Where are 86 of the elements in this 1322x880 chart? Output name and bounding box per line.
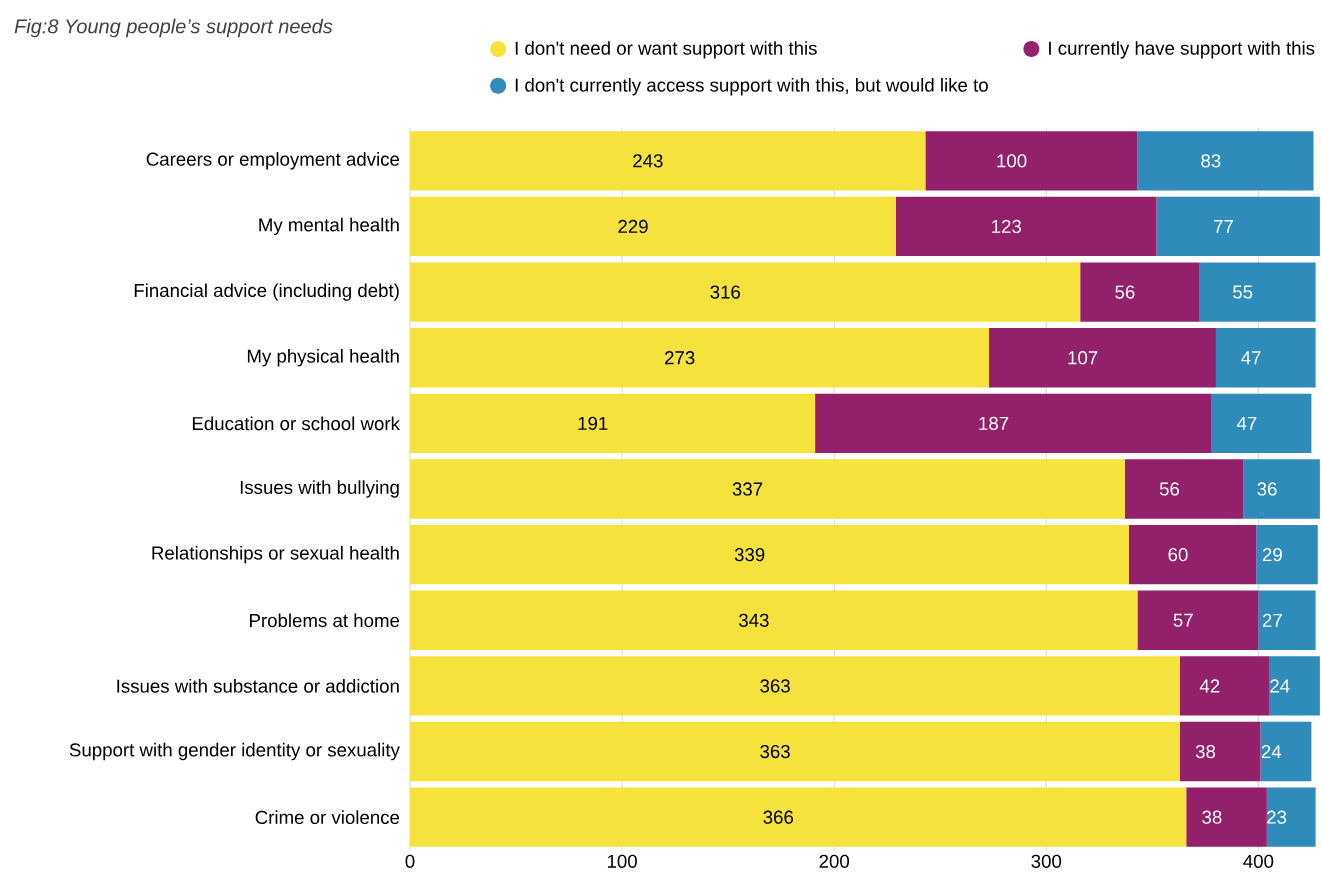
data-label: 191 [578,416,608,430]
bar [1137,131,1314,191]
data-label: 100 [997,154,1027,168]
data-label: 187 [979,416,1009,430]
data-label: 57 [1173,613,1193,627]
bar [410,590,1138,650]
data-label: 24 [1270,679,1290,693]
bar [1124,459,1244,519]
bar [1179,721,1261,782]
data-label: 47 [1236,416,1257,430]
y-tick-label: My mental health [259,217,399,236]
data-label: 38 [1202,810,1222,824]
x-tick-label: 300 [1031,854,1062,868]
bar [410,524,1129,585]
data-label: 366 [763,810,794,824]
bar [1080,262,1199,322]
y-tick-label: Issues with substance or addiction [117,679,399,693]
data-label: 23 [1267,810,1287,824]
bar [815,393,1212,454]
data-label: 29 [1262,548,1282,562]
data-label: 55 [1233,285,1253,299]
data-label: 107 [1068,351,1098,365]
bar [1156,196,1320,257]
data-label: 229 [618,219,648,234]
y-tick-label: Problems at home [250,613,400,628]
bar [1179,656,1269,716]
data-label: 47 [1241,351,1261,365]
bar [410,196,896,257]
bar [1186,787,1267,847]
legend-label: I currently have support with this [1049,41,1315,59]
y-tick-label: Careers or employment advice [146,152,400,170]
bar [1211,393,1312,454]
y-tick-label: Crime or violence [255,810,400,825]
data-label: 27 [1262,613,1282,627]
data-label: 316 [710,285,741,299]
bar [410,721,1180,782]
bar [895,196,1157,257]
bar [1243,459,1320,519]
data-label: 363 [760,744,790,759]
bar [410,328,990,388]
y-tick-label: Relationships or sexual health [152,545,399,564]
data-label: 60 [1168,548,1188,562]
bar [1266,787,1316,847]
bar [410,131,926,191]
data-label: 42 [1199,679,1220,693]
x-tick-label: 200 [819,854,850,868]
data-label: 56 [1159,482,1180,496]
data-label: 123 [992,219,1022,234]
data-label: 36 [1257,482,1277,496]
bar [1260,721,1312,782]
x-tick-label: 100 [607,854,637,868]
bar [989,328,1216,388]
text: Fig:8 Young people’s support needs [14,18,333,38]
bar [925,131,1138,191]
y-tick-label: My physical health [247,349,399,367]
data-label: 273 [665,351,695,365]
x-tick-label: 0 [405,854,415,868]
y-tick-label: Financial advice (including debt) [134,283,399,301]
data-label: 83 [1201,154,1221,168]
x-tick-label: 400 [1243,854,1274,868]
data-label: 243 [633,154,663,168]
legend-label: I don't need or want support with this [515,41,817,59]
data-label: 77 [1214,220,1234,233]
data-label: 363 [760,679,790,693]
bar [410,393,816,454]
data-label: 38 [1195,744,1216,759]
bar [410,262,1081,322]
bar [1198,262,1316,322]
y-tick-label: Issues with bullying [240,480,399,498]
data-label: 24 [1261,745,1282,759]
bar [1268,656,1320,716]
bar [410,459,1125,519]
bar [1258,590,1316,650]
bar [1128,524,1257,585]
bar [1137,590,1259,650]
data-label: 339 [734,548,765,562]
bar [410,656,1180,716]
bar [410,787,1187,847]
bar [1256,524,1318,585]
data-label: 56 [1115,285,1135,299]
y-tick-label: Education or school work [192,416,400,431]
bar [1215,328,1316,388]
legend-label: I don't currently access support with this, but would like to [515,77,988,96]
y-tick-label: Support with gender identity or sexuality [69,742,400,761]
data-label: 343 [739,613,769,627]
data-label: 337 [732,482,763,496]
